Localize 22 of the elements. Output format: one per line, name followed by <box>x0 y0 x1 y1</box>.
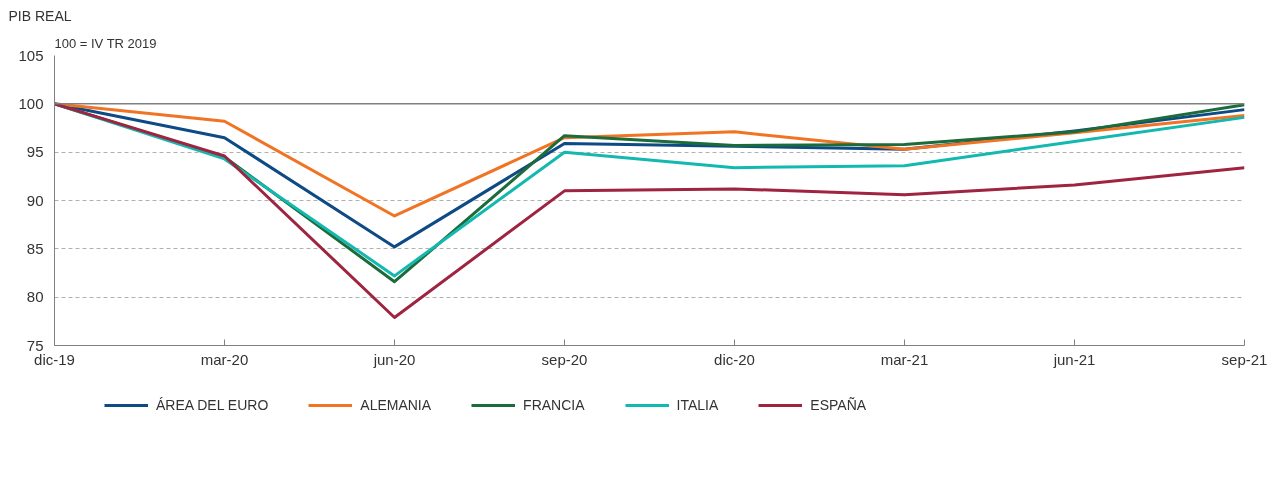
legend-label: FRANCIA <box>523 397 585 413</box>
y-tick-label: 105 <box>18 46 44 64</box>
legend-label: ÁREA DEL EURO <box>156 397 269 413</box>
x-tick-label: mar-21 <box>880 350 929 368</box>
chart-title: PIB REAL <box>8 7 72 24</box>
y-tick-label: 85 <box>26 239 44 257</box>
y-tick-label: 100 <box>18 94 44 112</box>
x-tick-label: jun-21 <box>1052 350 1096 368</box>
x-tick-label: sep-21 <box>1221 350 1268 368</box>
line-series <box>54 102 1245 218</box>
x-tick-label: mar-20 <box>200 350 249 368</box>
legend-label: ALEMANIA <box>360 397 432 413</box>
y-tick-label: 90 <box>26 191 44 209</box>
x-tick-label: sep-20 <box>541 350 588 368</box>
x-tick-label: dic-20 <box>714 350 755 368</box>
y-tick-label: 80 <box>26 288 44 306</box>
line-series <box>54 102 1245 319</box>
x-tick-label: jun-20 <box>372 350 416 368</box>
chart-subtitle: 100 = IV TR 2019 <box>54 35 157 51</box>
legend-label: ESPAÑA <box>810 397 867 413</box>
y-tick-label: 95 <box>26 143 44 161</box>
legend-label: ITALIA <box>676 397 719 413</box>
